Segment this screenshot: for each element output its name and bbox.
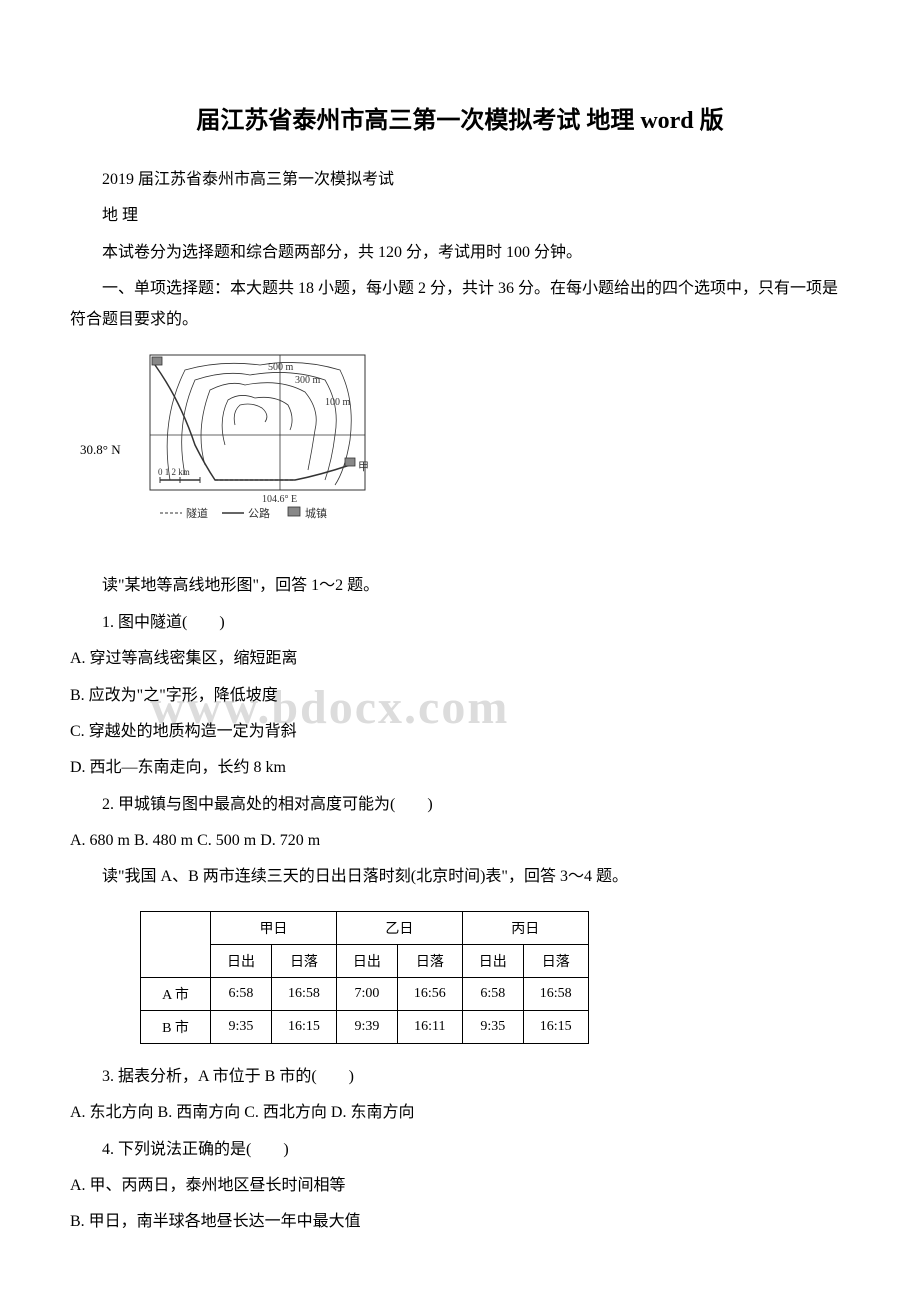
q2-options: A. 680 m B. 480 m C. 500 m D. 720 m	[70, 826, 850, 856]
table-cell: 7:00	[336, 977, 397, 1010]
table-day-header: 甲日	[211, 911, 337, 944]
q2-stem: 2. 甲城镇与图中最高处的相对高度可能为( )	[70, 790, 850, 820]
legend-tunnel: 隧道	[186, 506, 208, 520]
table-sub-header: 日出	[336, 944, 397, 977]
lat-label-outside: 30.8° N	[70, 535, 850, 565]
scale-text: 0 1 2 km	[158, 467, 190, 477]
table-cell: 16:11	[397, 1010, 462, 1043]
q4-option-a: A. 甲、丙两日，泰州地区昼长时间相等	[70, 1171, 850, 1201]
table-row-label: B 市	[141, 1010, 211, 1043]
table-row: B 市 9:35 16:15 9:39 16:11 9:35 16:15	[141, 1010, 589, 1043]
q3-intro: 读"我国 A、B 两市连续三天的日出日落时刻(北京时间)表"，回答 3～4 题。	[70, 862, 850, 892]
contour-100: 100 m	[325, 397, 351, 408]
legend-road: 公路	[248, 507, 270, 520]
q1-intro: 读"某地等高线地形图"，回答 1～2 题。	[70, 571, 850, 601]
table-empty-corner	[141, 911, 211, 977]
table-row-label: A 市	[141, 977, 211, 1010]
table-cell: 6:58	[211, 977, 272, 1010]
lon-label: 104.6° E	[262, 494, 297, 505]
table-sub-header: 日落	[272, 944, 337, 977]
sunrise-sunset-table: 甲日 乙日 丙日 日出 日落 日出 日落 日出 日落 A 市 6:58 16:5…	[140, 911, 589, 1044]
table-cell: 16:15	[272, 1010, 337, 1043]
intro-line-2: 地 理	[70, 201, 850, 231]
contour-map-figure: 500 m 300 m 100 m 甲 0 1 2 km 104.6° E 隧道…	[140, 350, 850, 525]
table-cell: 16:58	[272, 977, 337, 1010]
contour-500: 500 m	[268, 362, 294, 373]
table-row: A 市 6:58 16:58 7:00 16:56 6:58 16:58	[141, 977, 589, 1010]
table-cell: 6:58	[462, 977, 523, 1010]
contour-300: 300 m	[295, 375, 321, 386]
intro-line-1: 2019 届江苏省泰州市高三第一次模拟考试	[70, 165, 850, 195]
legend-town: 城镇	[305, 506, 327, 520]
table-cell: 16:58	[523, 977, 588, 1010]
page-title: 届江苏省泰州市高三第一次模拟考试 地理 word 版	[70, 100, 850, 135]
q1-option-b: B. 应改为"之"字形，降低坡度	[70, 681, 850, 711]
table-cell: 9:35	[211, 1010, 272, 1043]
q1-stem: 1. 图中隧道( )	[70, 608, 850, 638]
q3-stem: 3. 据表分析，A 市位于 B 市的( )	[70, 1062, 850, 1092]
q1-option-c: C. 穿越处的地质构造一定为背斜	[70, 717, 850, 747]
table-day-header: 乙日	[336, 911, 462, 944]
town-jia-label: 甲	[358, 461, 369, 473]
section-header: 一、单项选择题：本大题共 18 小题，每小题 2 分，共计 36 分。在每小题给…	[70, 274, 850, 335]
table-sub-header: 日落	[523, 944, 588, 977]
q1-option-d: D. 西北—东南走向，长约 8 km	[70, 753, 850, 783]
table-sub-header: 日出	[211, 944, 272, 977]
intro-line-3: 本试卷分为选择题和综合题两部分，共 120 分，考试用时 100 分钟。	[70, 238, 850, 268]
q4-stem: 4. 下列说法正确的是( )	[70, 1135, 850, 1165]
q3-options: A. 东北方向 B. 西南方向 C. 西北方向 D. 东南方向	[70, 1098, 850, 1128]
table-sub-header: 日落	[397, 944, 462, 977]
table-day-header: 丙日	[462, 911, 588, 944]
q1-option-a: A. 穿过等高线密集区，缩短距离	[70, 644, 850, 674]
table-cell: 9:35	[462, 1010, 523, 1043]
table-cell: 16:56	[397, 977, 462, 1010]
table-sub-header: 日出	[462, 944, 523, 977]
q4-option-b: B. 甲日，南半球各地昼长达一年中最大值	[70, 1207, 850, 1237]
table-cell: 16:15	[523, 1010, 588, 1043]
table-cell: 9:39	[336, 1010, 397, 1043]
